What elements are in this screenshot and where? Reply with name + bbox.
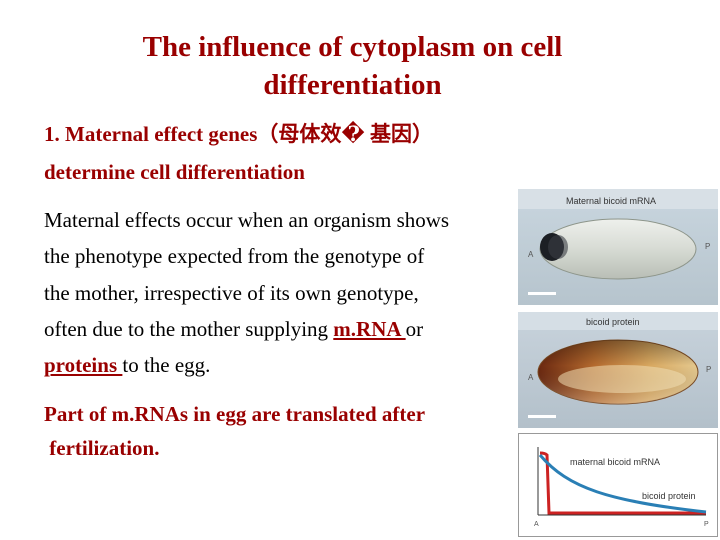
gradient-graph: maternal bicoid mRNA bicoid protein A P: [518, 433, 718, 537]
slide-title: The influence of cytoplasm on cell diffe…: [100, 28, 605, 104]
body-text-line-4: often due to the mother supplying m.RNA …: [44, 317, 423, 341]
embryo-protein-image: bicoid protein A P: [518, 312, 718, 428]
graph-series-2-label: bicoid protein: [642, 491, 696, 501]
embryo-mrna-image: Maternal bicoid mRNA A P: [518, 189, 718, 305]
body-text-line-2: the phenotype expected from the genotype…: [44, 244, 425, 268]
graph-x-left-label: A: [534, 521, 539, 528]
body-text-line-4-start: often due to the mother supplying: [44, 317, 334, 341]
protein-curve: [538, 454, 707, 514]
section-heading-line-1: 1. Maternal effect genes（母体效� 基因）: [44, 122, 434, 146]
panel1-label: Maternal bicoid mRNA: [566, 196, 656, 206]
panel1-left-label: A: [528, 250, 534, 259]
panel2-left-label: A: [528, 373, 534, 382]
scale-bar-1: [528, 292, 556, 295]
body-text-line-5-end: to the egg.: [122, 353, 211, 377]
slide-title-line-1: The influence of cytoplasm on cell: [142, 31, 563, 63]
section-heading-line-2: determine cell differentiation: [44, 160, 305, 184]
proteins-link[interactable]: proteins: [44, 353, 123, 377]
mrna-curve: [539, 451, 706, 515]
panel2-right-label: P: [706, 365, 711, 374]
mrna-link[interactable]: m.RNA: [333, 317, 406, 341]
body-text-line-1: Maternal effects occur when an organism …: [44, 208, 450, 232]
note-line-1: Part of m.RNAs in egg are translated aft…: [44, 402, 426, 426]
body-text-line-4-end: or: [405, 317, 424, 341]
scale-bar-2: [528, 415, 556, 418]
body-text-line-5: proteins to the egg.: [44, 353, 210, 377]
panel1-right-label: P: [705, 242, 710, 251]
note-line-2: fertilization.: [44, 436, 160, 460]
body-text-line-3: the mother, irrespective of its own geno…: [44, 281, 419, 305]
slide-title-line-2: differentiation: [263, 69, 442, 101]
graph-series-1-label: maternal bicoid mRNA: [570, 457, 660, 467]
panel2-label: bicoid protein: [586, 317, 640, 327]
graph-x-right-label: P: [704, 521, 709, 528]
